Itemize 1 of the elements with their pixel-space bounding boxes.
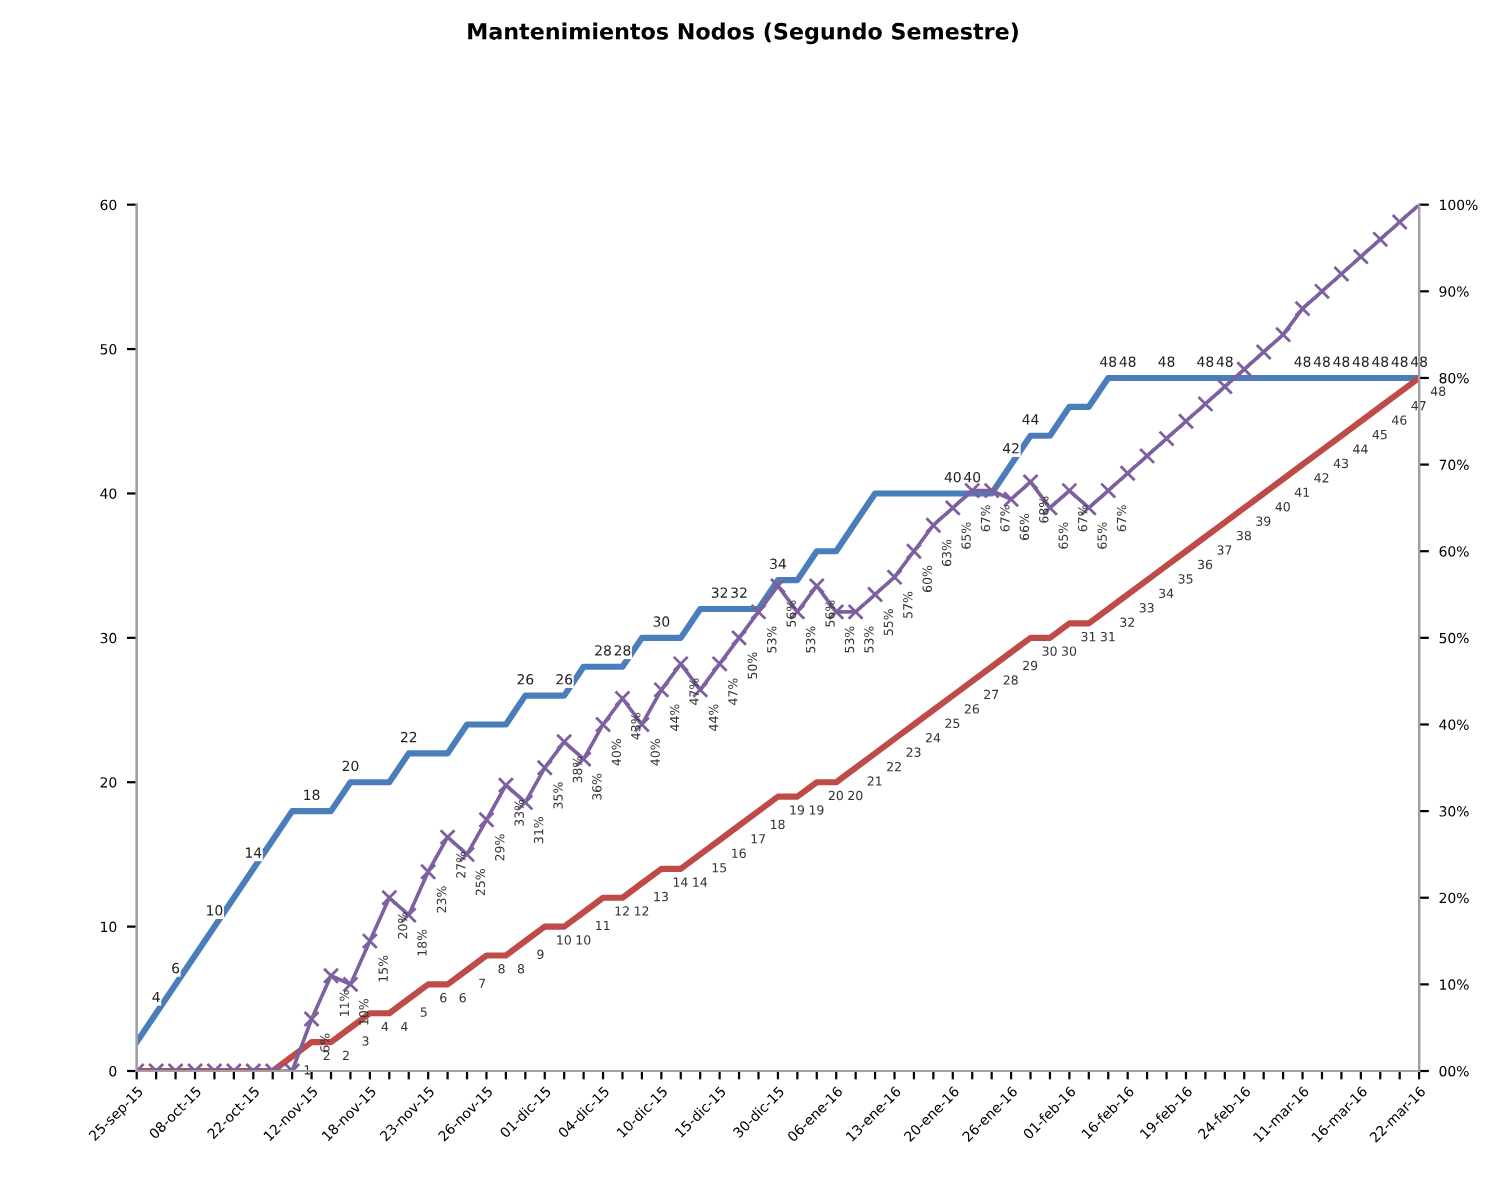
chart-title: Mantenimientos Nodos (Segundo Semestre) xyxy=(468,22,1018,45)
